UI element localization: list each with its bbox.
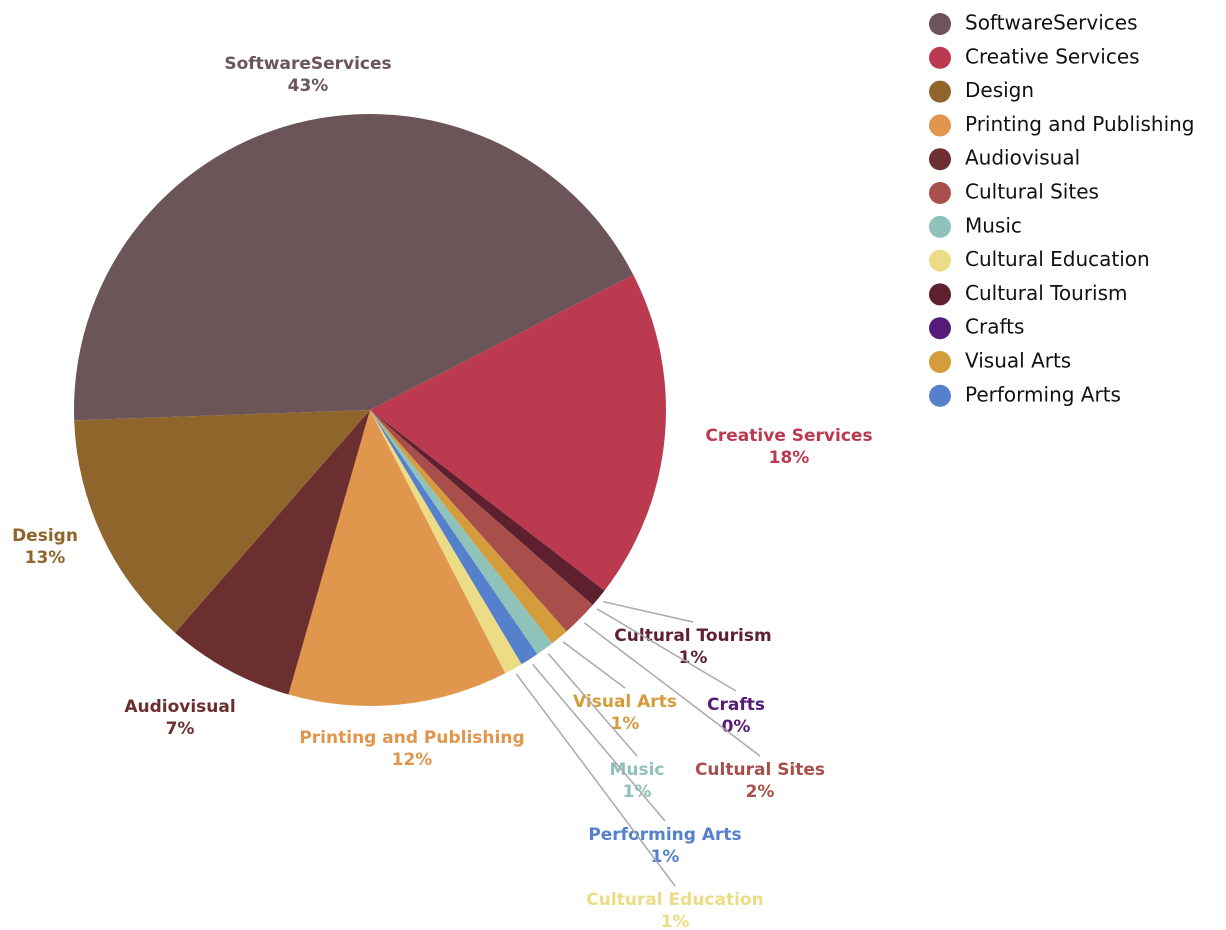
legend-label: Cultural Sites	[965, 180, 1099, 204]
slice-label: Design	[12, 526, 78, 546]
slice-value: 43%	[288, 76, 329, 96]
slice-value: 7%	[166, 719, 195, 739]
leader-line	[547, 653, 638, 757]
pie-slice	[74, 410, 371, 633]
legend-label: Design	[965, 78, 1034, 102]
legend-label: Creative Services	[965, 44, 1140, 68]
legend-swatch	[929, 351, 951, 373]
slice-value: 2%	[746, 782, 775, 802]
slice-label: Visual Arts	[573, 692, 677, 712]
legend-label: Visual Arts	[965, 349, 1071, 373]
legend-swatch	[929, 46, 951, 69]
slice-label: Audiovisual	[124, 697, 235, 717]
leader-line	[596, 608, 737, 692]
pie-slice	[370, 274, 667, 591]
pie-slice	[175, 410, 370, 695]
leader-line	[603, 600, 694, 623]
slice-value: 1%	[651, 847, 680, 867]
pie-slice	[370, 410, 593, 632]
leader-line	[562, 641, 626, 689]
legend-swatch	[929, 13, 951, 35]
pie-slice	[370, 410, 567, 644]
legend-label: Crafts	[965, 315, 1024, 339]
slice-label: Performing Arts	[588, 825, 741, 845]
legend-swatch	[929, 182, 951, 204]
legend-swatch	[929, 80, 951, 103]
pie-slice	[370, 410, 538, 665]
leader-line	[532, 663, 666, 822]
legend-swatch	[929, 283, 951, 306]
slice-label: Music	[609, 760, 664, 780]
legend-label: Printing and Publishing	[965, 112, 1195, 136]
legend-label: Performing Arts	[965, 382, 1121, 406]
leader-line	[515, 673, 676, 887]
pie-slice	[370, 410, 605, 605]
legend-label: Cultural Education	[965, 247, 1150, 271]
leader-line	[583, 622, 761, 757]
pie-slice	[73, 113, 634, 421]
slice-value: 12%	[392, 750, 433, 770]
slice-label: Creative Services	[705, 426, 872, 446]
legend-label: SoftwareServices	[965, 11, 1138, 35]
legend-label: Cultural Tourism	[965, 281, 1128, 305]
slice-label: Cultural Sites	[695, 760, 825, 780]
slice-label: SoftwareServices	[224, 54, 391, 74]
slice-value: 1%	[661, 912, 690, 930]
legend-swatch	[929, 148, 951, 171]
legend-swatch	[929, 384, 951, 407]
slice-value: 13%	[25, 548, 66, 568]
slice-value: 18%	[769, 448, 810, 468]
legend-label: Audiovisual	[965, 146, 1080, 170]
slice-label: Cultural Tourism	[614, 626, 771, 646]
legend-swatch	[929, 249, 951, 272]
slice-label: Crafts	[707, 695, 765, 715]
pie-slice	[288, 410, 506, 707]
slice-value: 1%	[611, 714, 640, 734]
legend-swatch	[929, 215, 951, 238]
slice-value: 1%	[679, 648, 708, 668]
pie-slice	[370, 410, 522, 674]
slice-value: 0%	[722, 717, 751, 737]
legend-swatch	[929, 114, 951, 137]
slice-label: Printing and Publishing	[299, 728, 524, 748]
pie-slice	[370, 410, 553, 655]
slice-label: Cultural Education	[586, 890, 763, 910]
legend-label: Music	[965, 213, 1022, 237]
legend-swatch	[929, 317, 951, 340]
